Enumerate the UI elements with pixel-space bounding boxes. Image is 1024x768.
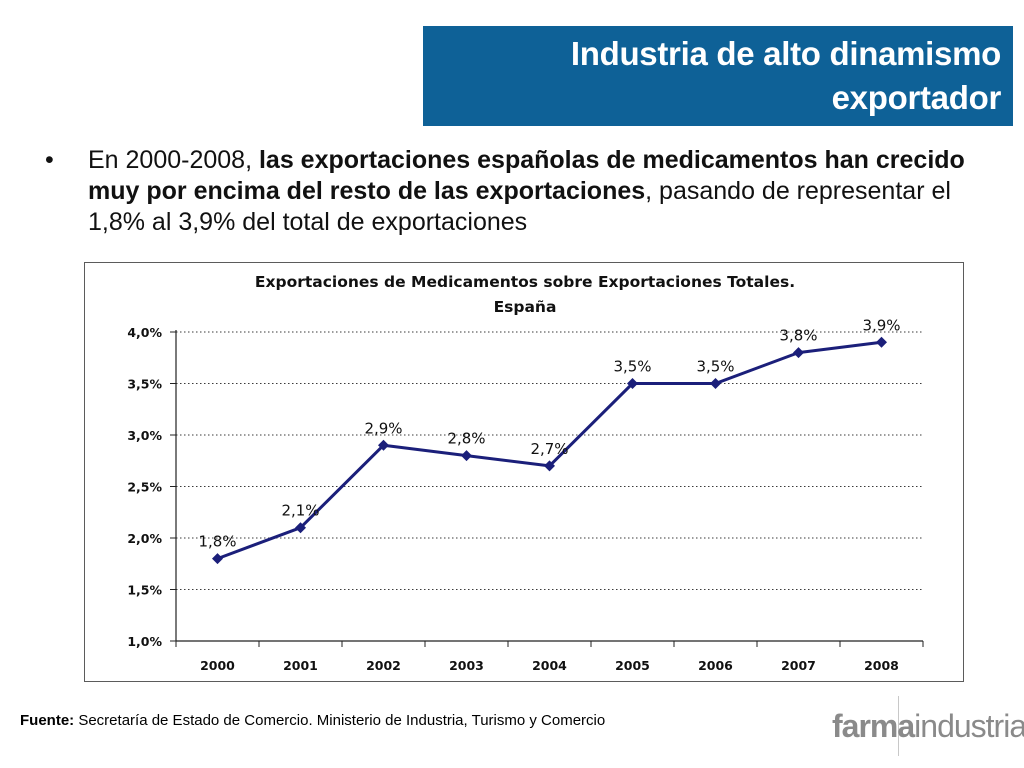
data-point: [876, 336, 887, 348]
data-label: 2,7%: [530, 440, 568, 458]
x-tick-label: 2000: [200, 658, 235, 673]
data-label: 3,5%: [613, 358, 651, 376]
x-tick-label: 2004: [532, 658, 567, 673]
bullet-bold: las exportaciones españolas de medicamen…: [88, 146, 965, 205]
x-tick-label: 2007: [781, 658, 816, 673]
y-tick-label: 3,5%: [127, 377, 162, 392]
x-tick-label: 2006: [698, 658, 733, 673]
x-tick-label: 2001: [283, 658, 318, 673]
x-tick-label: 2008: [864, 658, 899, 673]
data-point: [710, 378, 721, 389]
y-tick-label: 4,0%: [127, 325, 162, 340]
line-chart: 1,0% 1,5% 2,0% 2,5% 3,0% 3,5% 4,0% 2000 2001 2002…: [127, 316, 924, 673]
slide-title-line-1: Industria de alto dinamismo: [570, 35, 1001, 72]
logo-part-1: farma: [832, 708, 915, 744]
y-tick-label: 3,0%: [127, 428, 162, 443]
chart-title-line-1: Exportaciones de Medicamentos sobre Expo…: [254, 273, 796, 291]
x-tick-label: 2005: [615, 658, 650, 673]
bullet-text: En 2000-2008, las exportaciones española…: [88, 145, 975, 238]
data-point: [212, 553, 223, 565]
data-point: [461, 450, 472, 462]
data-point: [544, 460, 555, 472]
data-point: [295, 522, 306, 534]
bullet-suffix: , pasando de representar el 1,8% al 3,9%…: [88, 177, 951, 236]
x-tick-label: 2002: [366, 658, 401, 673]
data-label: 2,1%: [281, 502, 319, 520]
y-tick-label: 1,0%: [127, 634, 162, 649]
source-text: Secretaría de Estado de Comercio. Minist…: [74, 712, 606, 729]
data-label: 2,8%: [447, 430, 485, 448]
bullet-point: • En 2000-2008, las exportaciones españo…: [45, 145, 975, 238]
slide-title-box: Industria de alto dinamismo exportador: [423, 26, 1013, 126]
chart-frame: Exportaciones de Medicamentos sobre Expo…: [84, 262, 964, 682]
logo-part-2: industria: [914, 708, 1024, 744]
bullet-icon: •: [45, 146, 54, 174]
data-point: [793, 347, 804, 359]
y-tick-label: 2,0%: [127, 531, 162, 546]
y-tick-label: 2,5%: [127, 480, 162, 495]
data-label: 3,5%: [696, 358, 734, 376]
slide-title-line-2: exportador: [831, 79, 1002, 116]
data-label: 1,8%: [198, 533, 236, 551]
data-point: [627, 378, 638, 389]
chart-title-line-2: España: [493, 298, 557, 316]
x-tick-label: 2003: [449, 658, 484, 673]
farmaindustria-logo: farmaindustria: [832, 706, 1024, 746]
data-label: 3,8%: [779, 327, 817, 345]
bullet-prefix: En 2000-2008,: [88, 146, 259, 174]
data-label: 2,9%: [364, 419, 402, 437]
logo-divider: [898, 696, 899, 756]
y-tick-label: 1,5%: [127, 583, 162, 598]
source-note: Fuente: Secretaría de Estado de Comercio…: [20, 712, 605, 729]
source-label: Fuente:: [20, 712, 75, 729]
data-label: 3,9%: [862, 316, 900, 334]
data-point: [378, 439, 389, 451]
